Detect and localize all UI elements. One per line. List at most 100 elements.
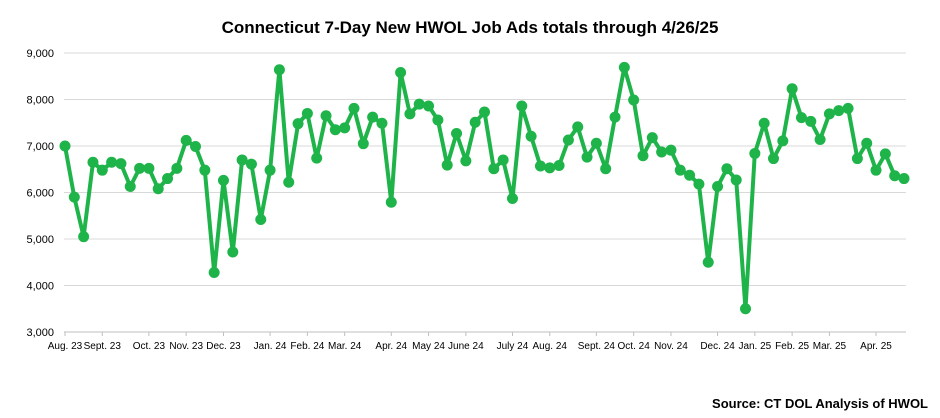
x-tick-label: May 24 <box>412 341 445 352</box>
data-point <box>581 151 593 163</box>
data-point <box>889 170 901 182</box>
data-point <box>674 164 686 176</box>
data-point <box>534 160 546 172</box>
data-point <box>273 64 285 76</box>
data-point <box>898 173 910 185</box>
data-point <box>842 102 854 114</box>
x-tick-label: Apr. 25 <box>860 341 892 352</box>
data-point <box>786 83 798 95</box>
data-point <box>255 213 267 225</box>
x-tick-label: Oct. 24 <box>618 341 651 352</box>
data-point <box>432 114 444 126</box>
data-point <box>311 152 323 164</box>
data-point <box>590 137 602 149</box>
data-point <box>721 163 733 175</box>
data-point <box>339 122 351 134</box>
data-point <box>451 127 463 139</box>
data-point <box>143 162 155 174</box>
x-tick-label: Sept. 23 <box>84 341 122 352</box>
data-point <box>562 134 574 146</box>
data-point <box>795 112 807 124</box>
data-point <box>684 169 696 181</box>
x-tick-label: Oct. 23 <box>133 341 166 352</box>
data-point <box>805 115 817 127</box>
data-point <box>525 130 537 142</box>
data-point <box>767 153 779 165</box>
data-point <box>544 162 556 174</box>
data-point <box>656 146 668 158</box>
x-tick-label: Sept. 24 <box>578 341 616 352</box>
data-point <box>851 153 863 165</box>
data-point <box>441 159 453 171</box>
y-tick-label: 3,000 <box>26 327 54 339</box>
data-point <box>413 98 425 110</box>
data-point <box>833 105 845 117</box>
y-tick-label: 8,000 <box>26 95 54 107</box>
data-point <box>506 193 518 205</box>
data-point <box>479 106 490 118</box>
data-point <box>106 156 118 168</box>
data-point <box>320 110 332 122</box>
data-point <box>870 164 882 176</box>
data-point <box>68 191 80 203</box>
data-point <box>115 158 127 170</box>
data-point <box>600 163 612 175</box>
x-tick-label: Apr. 24 <box>375 341 407 352</box>
x-tick-label: Mar. 25 <box>813 341 847 352</box>
data-point <box>162 173 174 185</box>
x-tick-label: Aug. 23 <box>48 341 83 352</box>
source-note: Source: CT DOL Analysis of HWOL <box>712 396 928 411</box>
x-tick-label: Feb. 24 <box>290 341 324 352</box>
data-point <box>264 164 276 176</box>
data-point <box>134 162 146 174</box>
y-tick-label: 5,000 <box>26 234 54 246</box>
y-axis: 3,000 4,000 5,000 6,000 7,000 8,000 9,000 <box>26 48 54 339</box>
x-tick-label: Dec. 23 <box>206 341 241 352</box>
x-tick-label: Feb. 25 <box>775 341 809 352</box>
data-point <box>199 164 211 176</box>
data-point <box>665 144 677 156</box>
data-point <box>553 160 565 172</box>
data-point <box>572 121 584 133</box>
y-tick-label: 4,000 <box>26 281 54 293</box>
data-point <box>423 100 435 112</box>
x-tick-label: Aug. 24 <box>533 341 568 352</box>
data-point <box>879 148 891 160</box>
data-point <box>814 133 826 145</box>
data-point <box>376 117 388 129</box>
data-point <box>488 163 500 175</box>
data-point <box>395 67 407 79</box>
data-point <box>96 164 108 176</box>
data-point <box>236 154 248 166</box>
data-point <box>460 155 472 167</box>
data-point <box>190 140 202 152</box>
y-tick-label: 7,000 <box>26 141 54 153</box>
data-point <box>87 156 99 168</box>
chart-title: Connecticut 7-Day New HWOL Job Ads total… <box>221 18 719 37</box>
data-point <box>227 246 239 258</box>
x-tick-label: Nov. 23 <box>169 341 203 352</box>
x-tick-label: Nov. 24 <box>654 341 688 352</box>
x-tick-label: Jan. 25 <box>738 341 771 352</box>
x-tick-label: Jan. 24 <box>254 341 287 352</box>
data-point <box>124 180 136 192</box>
data-point <box>516 100 528 112</box>
data-point <box>693 178 705 190</box>
data-point <box>329 124 341 136</box>
data-point <box>712 180 724 192</box>
data-point <box>292 118 304 130</box>
x-tick-label: Mar. 24 <box>328 341 362 352</box>
data-point <box>618 61 630 73</box>
data-point <box>609 111 621 123</box>
x-axis: Aug. 23 Sept. 23 Oct. 23 Nov. 23 Dec. 23 Jan.… <box>48 331 906 352</box>
data-point <box>367 111 379 123</box>
x-tick-label: June 24 <box>448 341 484 352</box>
data-point <box>646 132 658 144</box>
data-point <box>301 107 313 119</box>
data-point <box>628 94 640 106</box>
data-point <box>348 102 360 114</box>
data-point <box>208 266 220 278</box>
data-point <box>245 158 257 170</box>
data-point <box>702 256 714 268</box>
data-point <box>357 138 369 150</box>
